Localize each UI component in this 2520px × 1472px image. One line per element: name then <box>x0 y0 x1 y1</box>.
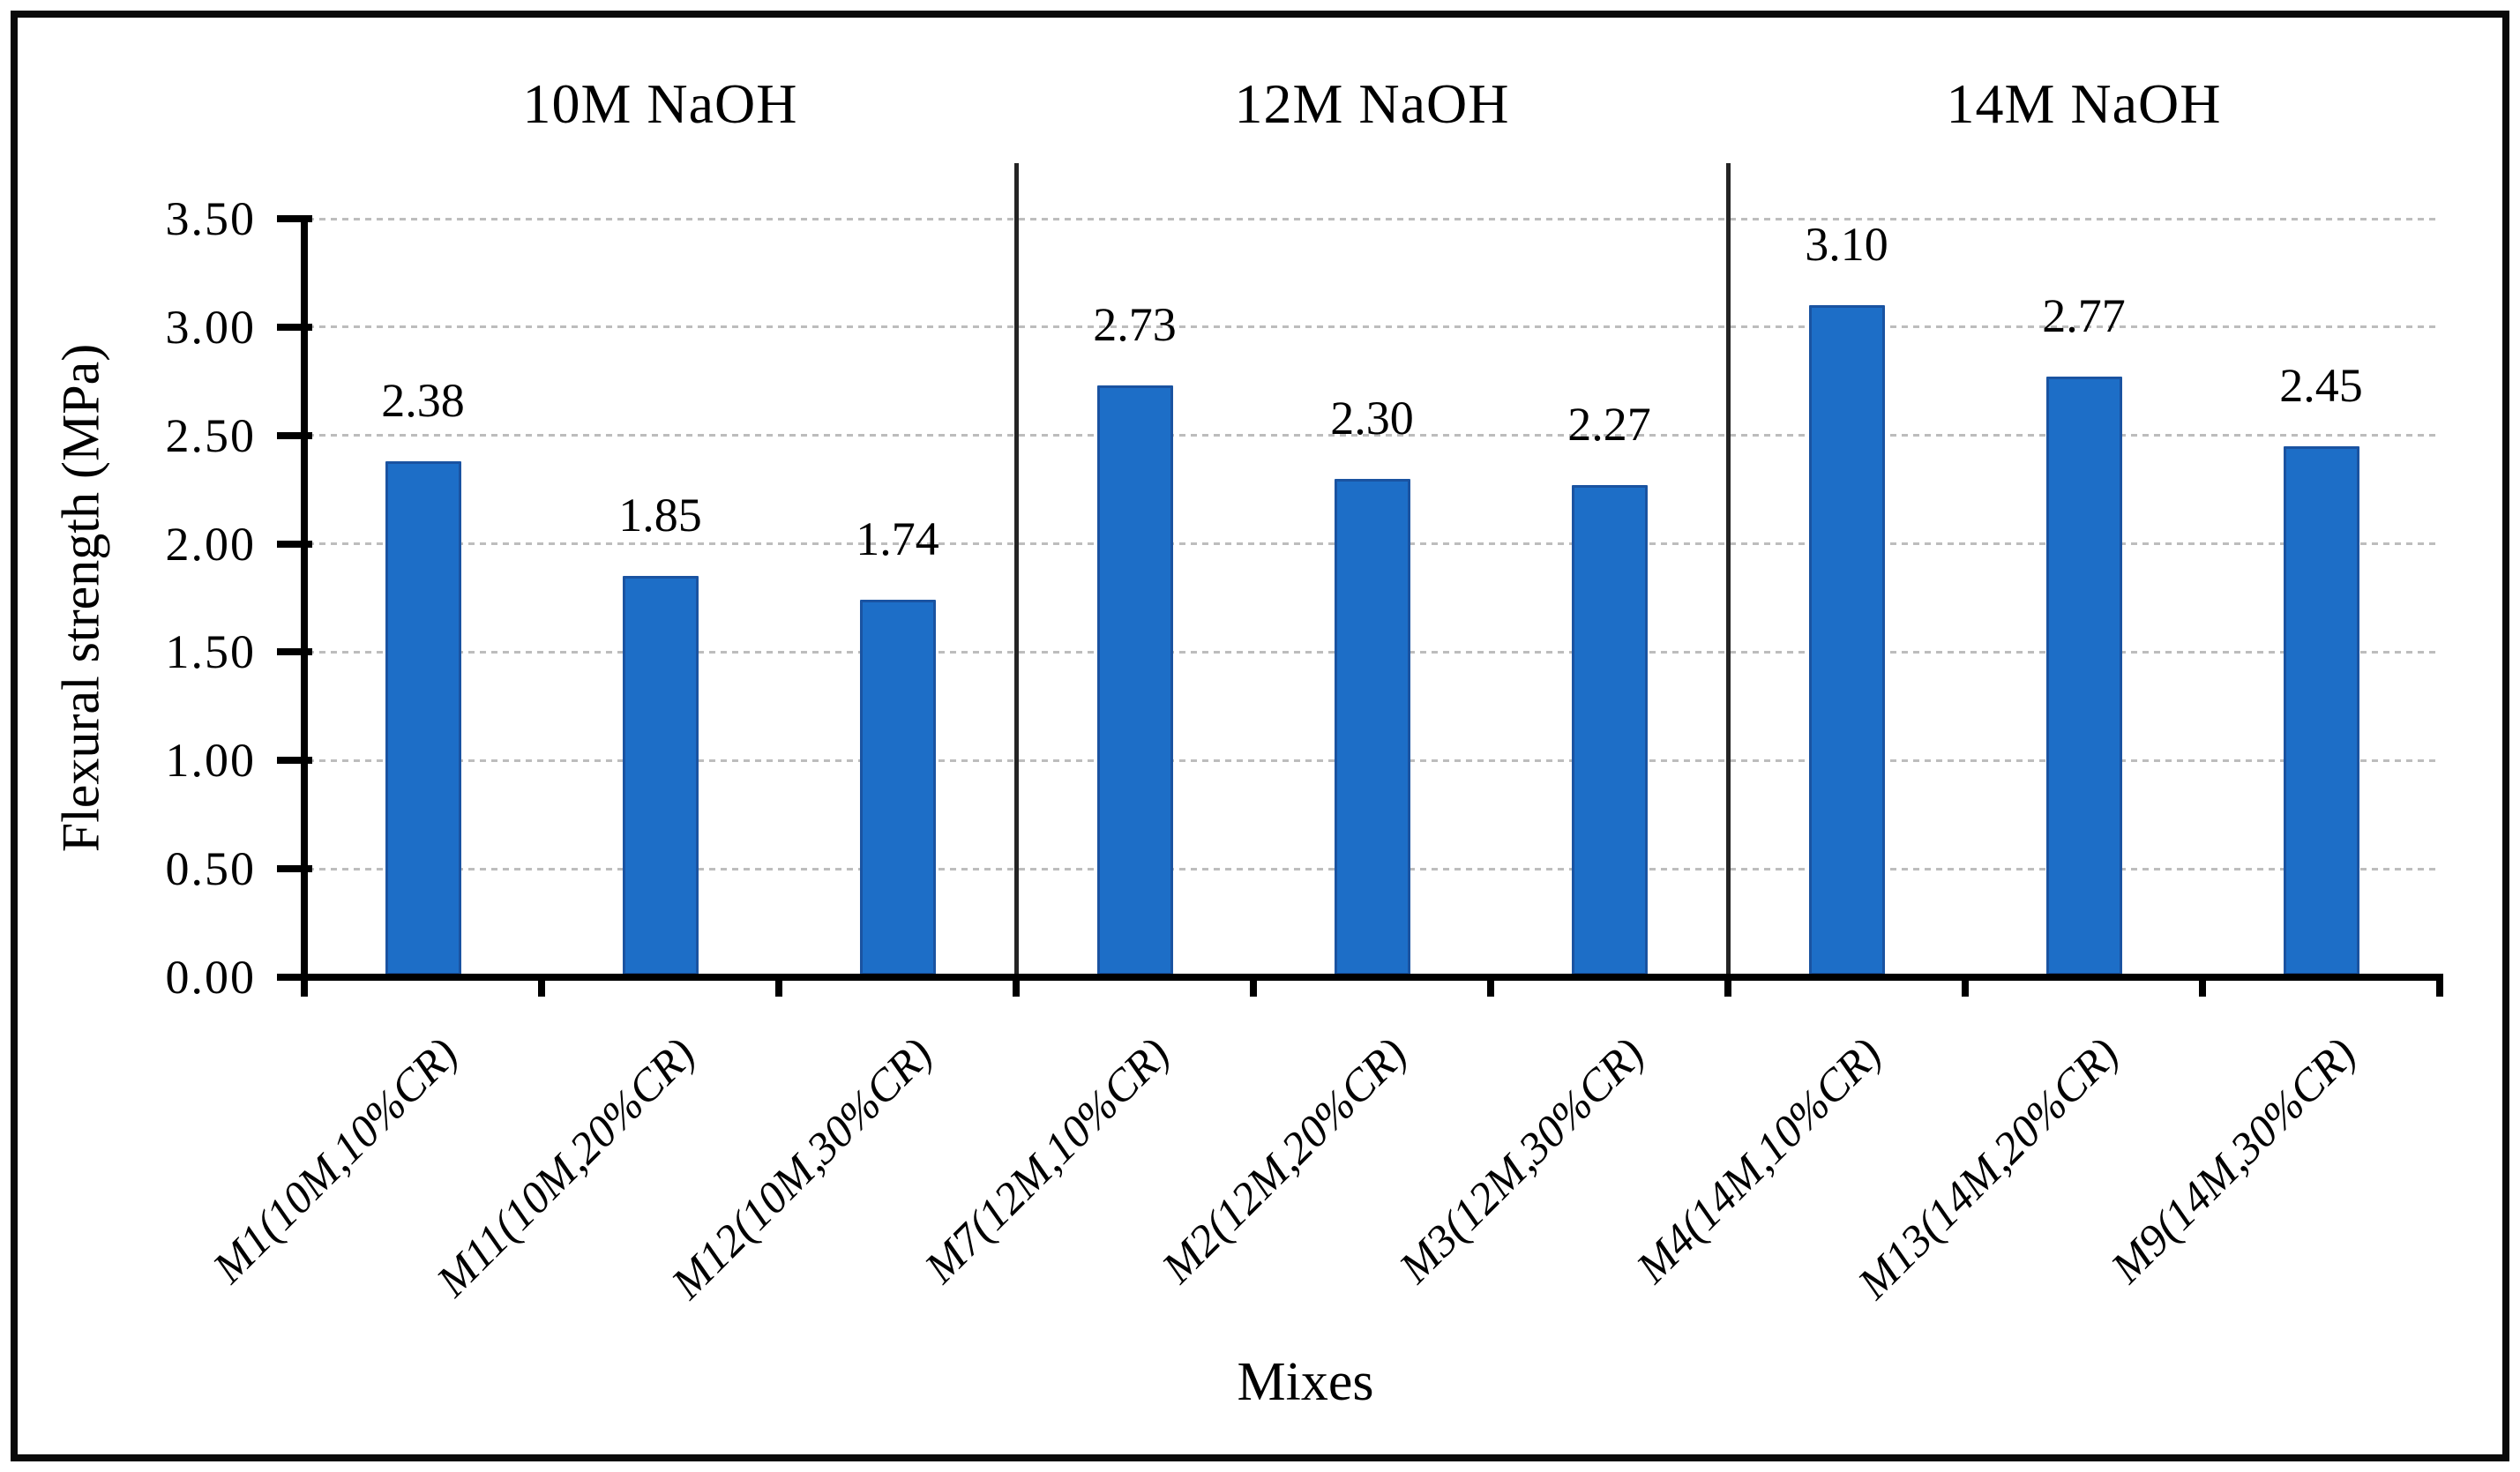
x-tick <box>1487 974 1494 997</box>
gridline <box>308 325 2440 329</box>
bar-value-label: 2.30 <box>1330 391 1414 445</box>
x-axis-title: Mixes <box>1237 1352 1374 1412</box>
y-tick-label: 0.00 <box>165 951 256 1004</box>
x-category-label: M2(12M,20%CR) <box>1152 1028 1417 1293</box>
y-tick <box>277 215 312 222</box>
x-category-label: M13(14M,20%CR) <box>1848 1028 2128 1309</box>
y-tick-label: 2.50 <box>165 408 256 462</box>
x-category-label: M4(14M,10%CR) <box>1626 1028 1891 1293</box>
y-tick-label: 1.50 <box>165 625 256 679</box>
group-separator <box>1725 163 1731 977</box>
x-category-label: M9(14M,30%CR) <box>2101 1028 2366 1293</box>
y-tick <box>277 540 312 548</box>
bar <box>859 600 936 975</box>
y-tick-label: 3.50 <box>165 192 256 245</box>
bar-value-label: 3.10 <box>1805 218 1888 272</box>
group-title: 12M NaOH <box>1234 72 1510 135</box>
gridline <box>308 217 2440 220</box>
x-tick <box>1724 974 1731 997</box>
y-tick-label: 0.50 <box>165 842 256 896</box>
x-category-label: M1(10M,10%CR) <box>203 1028 467 1293</box>
y-tick-label: 3.00 <box>165 300 256 354</box>
x-tick <box>2199 974 2206 997</box>
x-axis-line <box>284 974 2443 981</box>
x-tick <box>1013 974 1020 997</box>
y-tick <box>277 648 312 656</box>
y-tick <box>277 865 312 873</box>
y-tick <box>277 757 312 765</box>
x-category-label: M12(10M,30%CR) <box>662 1028 942 1309</box>
group-title: 10M NaOH <box>522 72 798 135</box>
bar-value-label: 2.73 <box>1093 298 1177 352</box>
gridline <box>308 434 2440 437</box>
x-tick <box>538 974 545 997</box>
bar <box>622 576 699 975</box>
x-category-label: M7(12M,10%CR) <box>915 1028 1179 1293</box>
bar-value-label: 2.77 <box>2042 289 2126 343</box>
group-title: 14M NaOH <box>1946 72 2222 135</box>
y-tick <box>277 431 312 439</box>
bar <box>1571 485 1648 975</box>
x-tick <box>2436 974 2443 997</box>
x-tick <box>775 974 782 997</box>
x-category-label: M3(12M,30%CR) <box>1389 1028 1654 1293</box>
bar <box>2045 377 2122 975</box>
x-tick <box>1250 974 1257 997</box>
bar-value-label: 1.85 <box>618 489 702 542</box>
x-category-label: M11(10M,20%CR) <box>427 1028 705 1307</box>
group-separator <box>1013 163 1019 977</box>
bar <box>1808 305 1885 975</box>
bar-value-label: 2.27 <box>1567 398 1651 452</box>
bar-value-label: 2.45 <box>2279 359 2363 412</box>
x-tick <box>1962 974 1969 997</box>
bar <box>1334 478 1410 975</box>
bar-value-label: 1.74 <box>856 512 939 566</box>
bar <box>1096 385 1173 975</box>
bar <box>2283 446 2359 975</box>
x-tick <box>301 974 308 997</box>
y-tick <box>277 323 312 331</box>
y-tick-label: 1.00 <box>165 734 256 788</box>
bar-value-label: 2.38 <box>381 374 465 428</box>
bar <box>385 461 461 975</box>
y-axis-line <box>301 215 308 981</box>
y-tick-label: 2.00 <box>165 517 256 571</box>
